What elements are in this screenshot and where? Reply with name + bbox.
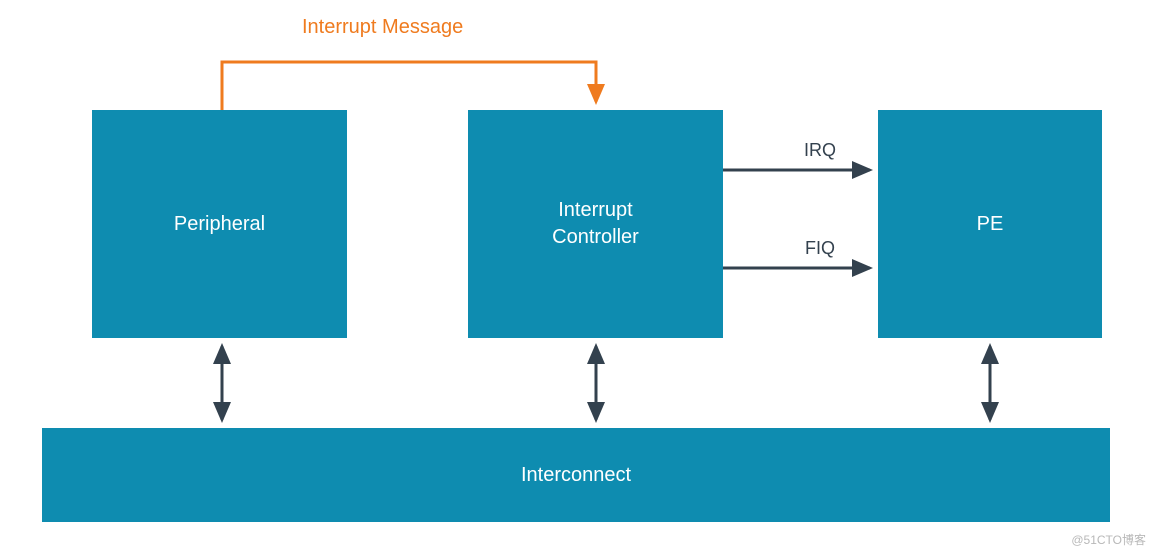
box-pe-label: PE (977, 211, 1004, 238)
box-peripheral: Peripheral (92, 110, 347, 338)
box-interrupt-controller: InterruptController (468, 110, 723, 338)
label-interrupt-message: Interrupt Message (302, 16, 463, 39)
watermark: @51CTO博客 (1071, 531, 1146, 548)
box-pe: PE (878, 110, 1102, 338)
label-fiq: FIQ (805, 238, 835, 259)
box-peripheral-label: Peripheral (174, 211, 265, 238)
box-controller-label: InterruptController (552, 197, 639, 251)
label-irq: IRQ (804, 140, 836, 161)
box-interconnect: Interconnect (42, 428, 1110, 522)
box-interconnect-label: Interconnect (521, 462, 631, 489)
